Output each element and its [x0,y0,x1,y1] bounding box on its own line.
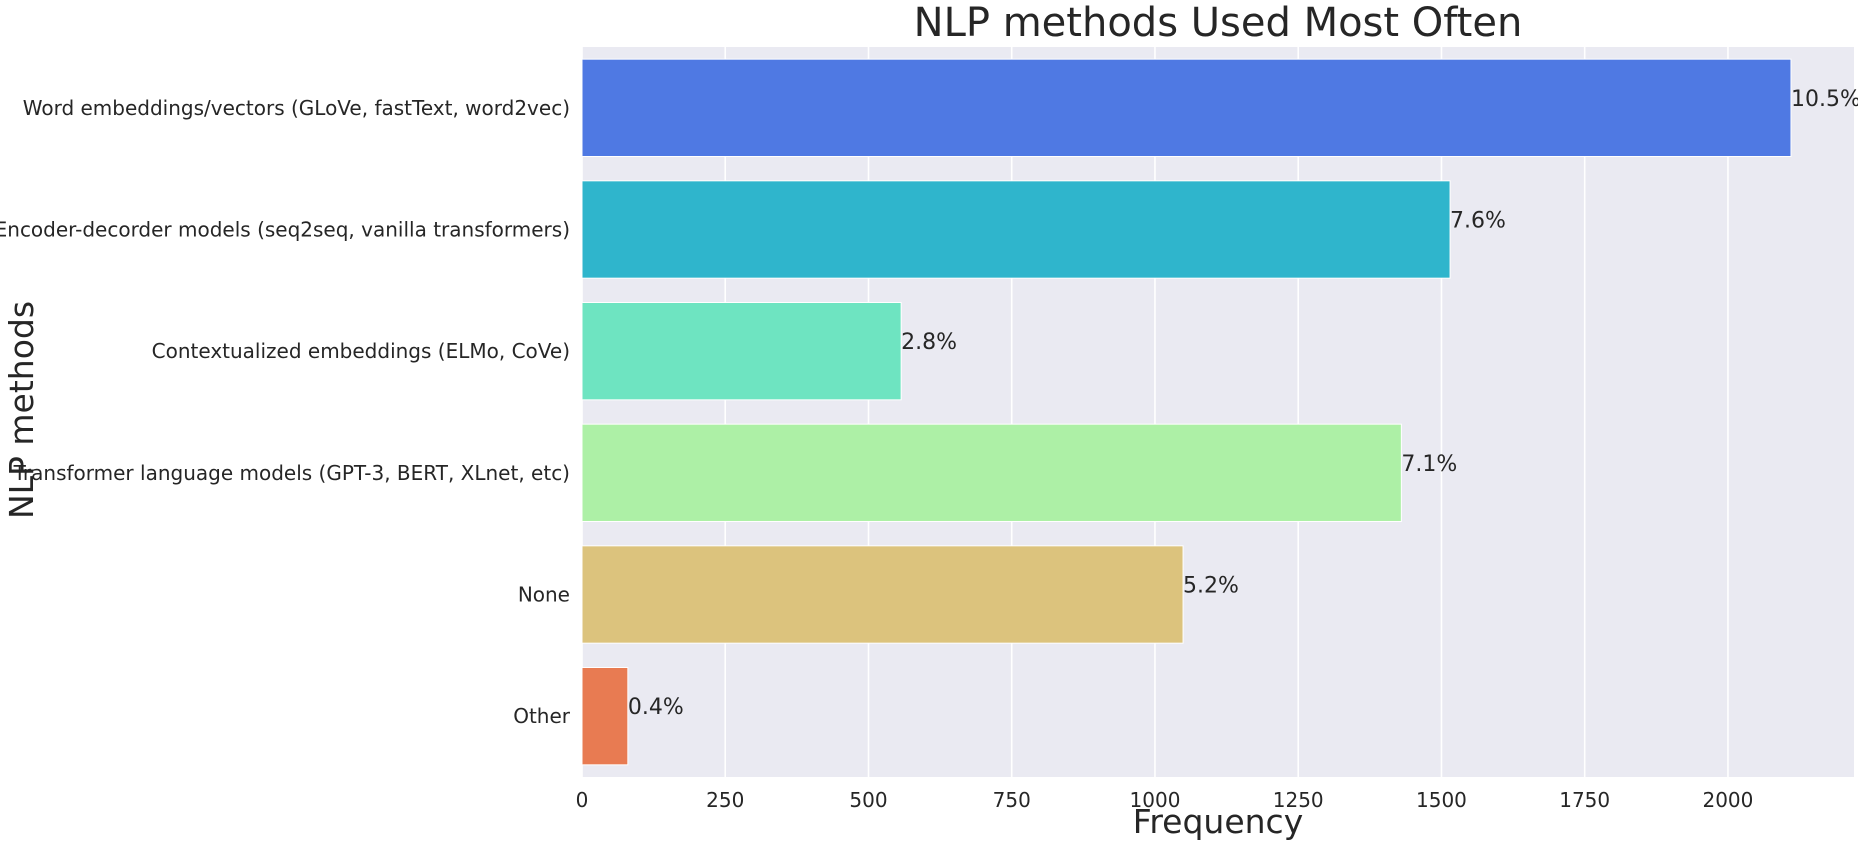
bar-data-label: 7.1% [1401,452,1457,477]
y-tick-labels: Word embeddings/vectors (GLoVe, fastText… [0,96,571,728]
x-tick-label: 1000 [1130,788,1181,812]
plot-area [582,47,1854,777]
x-tick-label: 2000 [1702,788,1753,812]
x-tick-label: 1500 [1416,788,1467,812]
x-tick-label: 250 [706,788,744,812]
data-labels: 10.5% 7.6% 2.8% 7.1% 5.2% 0.4% [628,87,1858,720]
y-tick-label: Encoder-decorder models (seq2seq, vanill… [0,218,570,242]
x-axis-title: Frequency [1133,802,1303,841]
bar-data-label: 5.2% [1183,574,1239,599]
bar [581,545,1184,644]
y-axis-title: NLP methods [2,301,41,519]
bar-data-label: 7.6% [1450,209,1506,234]
x-tick-label: 1750 [1559,788,1610,812]
x-tick-label: 750 [993,788,1031,812]
grid-lines [581,47,1729,777]
y-tick-label: Transformer language models (GPT-3, BERT… [13,461,570,485]
bar [581,180,1451,279]
x-tick-label: 1250 [1273,788,1324,812]
bar [581,58,1792,158]
y-tick-label: Contextualized embeddings (ELMo, CoVe) [152,339,570,363]
x-tick-label: 0 [576,788,589,812]
y-tick-label: Word embeddings/vectors (GLoVe, fastText… [23,96,570,120]
y-tick-label: None [518,583,570,607]
bar-data-label: 2.8% [901,330,957,355]
bar [581,302,902,401]
bars [581,58,1792,766]
bar [581,667,629,766]
y-tick-label: Other [513,704,571,728]
x-tick-labels: 0 250 500 750 1000 1250 1500 1750 2000 [576,788,1754,812]
chart-title: NLP methods Used Most Often [914,0,1523,46]
bar-data-label: 0.4% [628,695,684,720]
bar-data-label: 10.5% [1791,87,1858,112]
bar [581,423,1402,522]
x-tick-label: 500 [849,788,887,812]
